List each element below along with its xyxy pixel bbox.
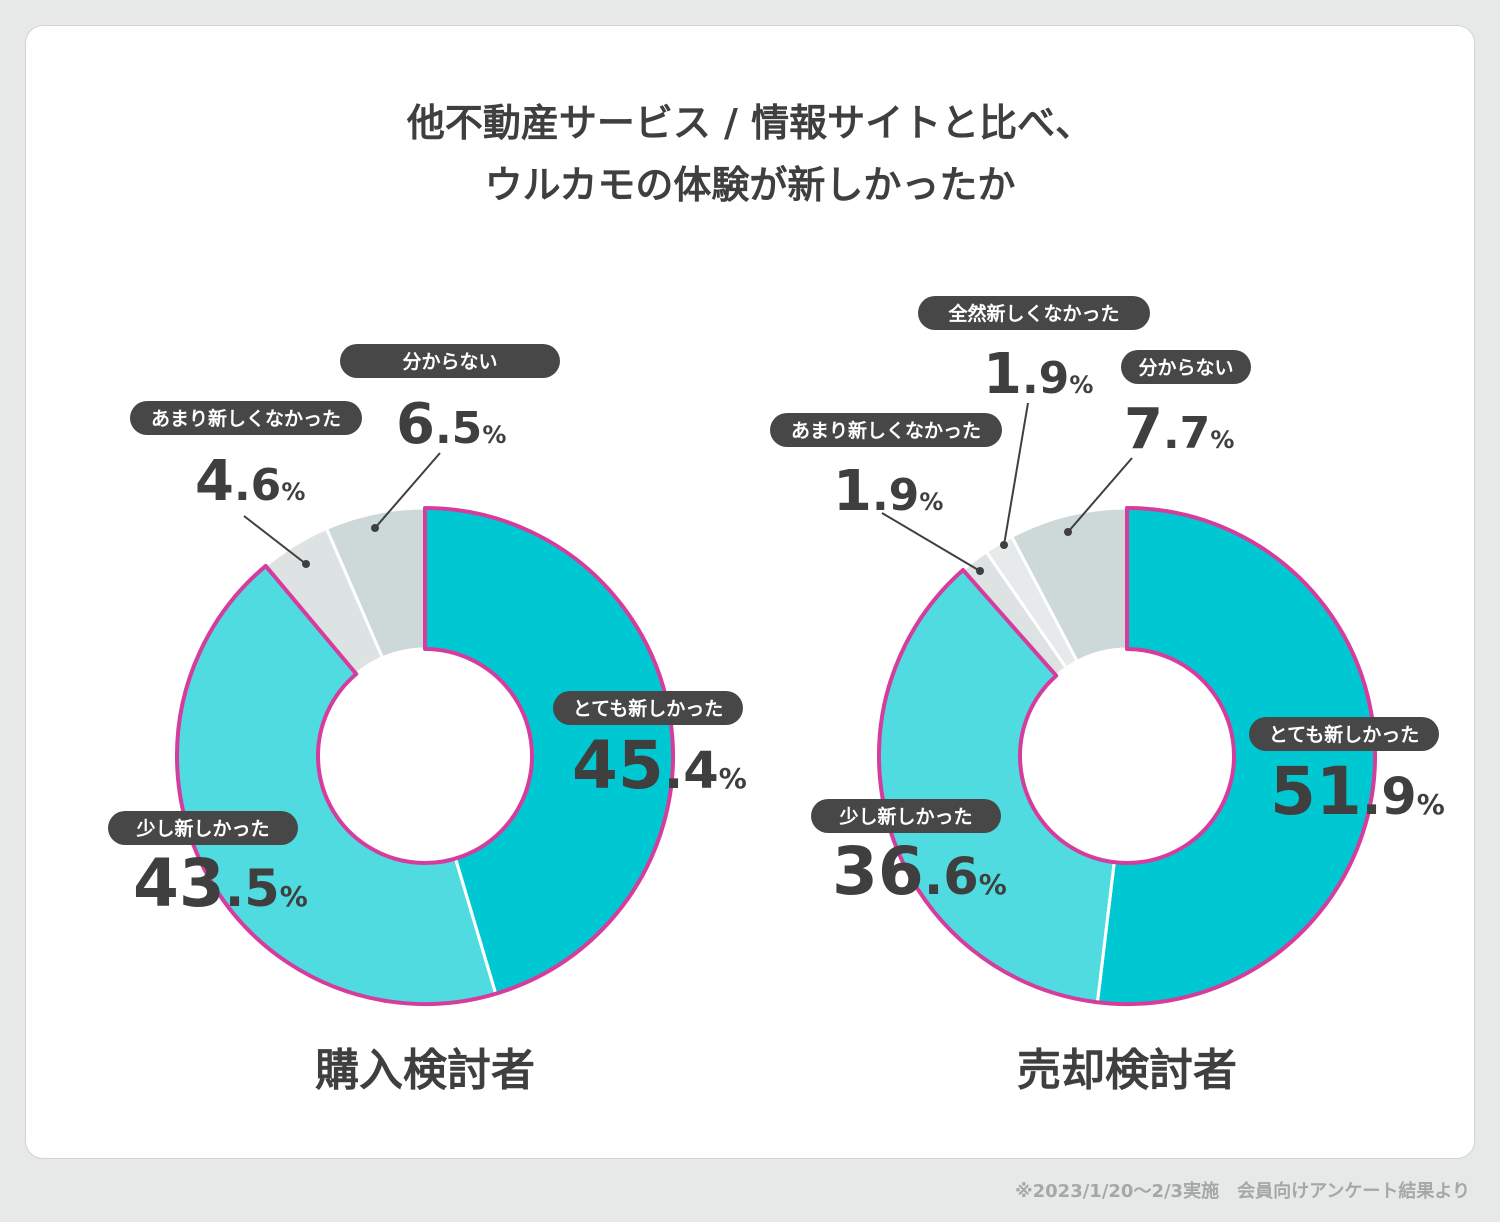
value-label: 6.5%	[396, 392, 506, 457]
donut-chart-2: とても新しかった51.9%少し新しかった36.6%あまり新しくなかった1.9%全…	[770, 296, 1445, 1096]
value-label: 45.4%	[572, 727, 747, 804]
value-label: 4.6%	[195, 449, 305, 514]
value-label: 1.9%	[983, 342, 1093, 407]
category-label: あまり新しくなかった	[791, 419, 981, 442]
group-label: 購入検討者	[315, 1045, 535, 1096]
leader-dot	[976, 567, 984, 575]
slice-separator	[1096, 864, 1116, 1001]
value-label: 36.6%	[832, 833, 1007, 910]
chart-title: 他不動産サービス / 情報サイトと比べ、 ウルカモの体験が新しかったか	[0, 92, 1500, 216]
highlight-outline	[175, 506, 675, 1006]
value-label: 7.7%	[1124, 397, 1234, 462]
category-label: 分からない	[402, 351, 497, 373]
category-pill	[108, 811, 298, 845]
category-pill	[1249, 717, 1439, 751]
leader-line	[374, 452, 441, 529]
slice-separator	[454, 860, 497, 993]
category-pill	[340, 344, 560, 378]
value-label: 1.9%	[833, 459, 943, 524]
leader-line	[1003, 402, 1029, 546]
category-label: 少し新しかった	[135, 817, 269, 840]
category-label: 分からない	[1138, 357, 1233, 379]
leader-line	[243, 515, 307, 565]
leader-dot	[371, 524, 379, 532]
category-label: とても新しかった	[573, 697, 723, 720]
category-label: 全然新しくなかった	[947, 302, 1119, 325]
category-pill	[770, 413, 1002, 447]
donut-chart-1: とても新しかった 45.4% 少し新しかった 43.5% あまり新しくなかった 4.6% 分…	[108, 344, 747, 1096]
category-pill	[918, 296, 1150, 330]
value-label: 51.9%	[1270, 753, 1445, 830]
footnote: ※2023/1/20～2/3実施 会員向けアンケート結果より	[1015, 1181, 1470, 1202]
leader-line	[881, 512, 981, 572]
category-label: あまり新しくなかった	[151, 407, 341, 430]
leader-dot	[1064, 528, 1072, 536]
category-pill	[130, 401, 362, 435]
group-label: 売却検討者	[1017, 1045, 1237, 1096]
leader-dot	[1000, 541, 1008, 549]
category-pill	[1121, 350, 1251, 384]
leader-dot	[302, 560, 310, 568]
title-line-1: 他不動産サービス / 情報サイトと比べ、	[406, 101, 1094, 145]
category-label: 少し新しかった	[838, 805, 972, 828]
title-line-2: ウルカモの体験が新しかったか	[484, 163, 1016, 207]
category-pill	[811, 799, 1001, 833]
leader-line	[1067, 457, 1133, 533]
category-label: とても新しかった	[1269, 723, 1419, 746]
value-label: 43.5%	[133, 845, 308, 922]
category-pill	[553, 691, 743, 725]
